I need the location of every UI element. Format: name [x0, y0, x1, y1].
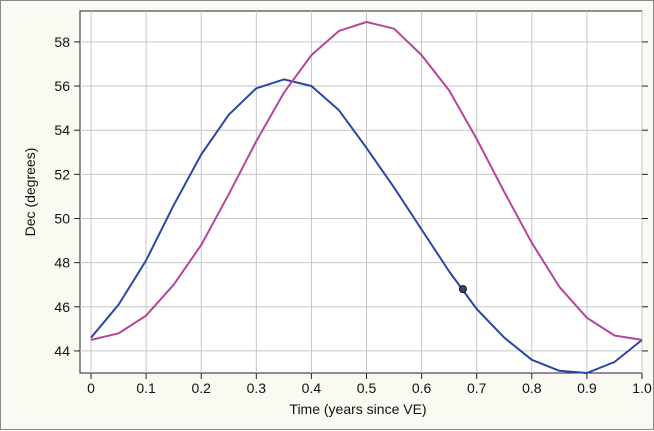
x-tick-label: 0 — [87, 380, 95, 396]
plot-area — [79, 10, 643, 374]
y-tick-label: 56 — [54, 78, 70, 94]
grid — [80, 11, 643, 373]
x-tick-label: 0.7 — [467, 380, 487, 396]
y-tick-label: 50 — [54, 210, 70, 226]
y-tick-label: 54 — [54, 122, 70, 138]
y-axis-title: Dec (degrees) — [22, 148, 38, 237]
current-position-marker — [458, 285, 467, 294]
y-tick-label: 48 — [54, 255, 70, 271]
x-tick-label: 0.6 — [412, 380, 432, 396]
x-tick-label: 0.4 — [302, 380, 322, 396]
series-line-1 — [90, 78, 643, 374]
y-tick-label: 44 — [54, 343, 70, 359]
series-layer — [90, 21, 643, 374]
y-tick-label: 58 — [54, 34, 70, 50]
x-tick-label: 0.2 — [191, 380, 211, 396]
x-tick-label: 1.0 — [632, 380, 652, 396]
tick-labels: 0 0.1 0.2 0.3 0.4 0.5 0.6 0.7 0.8 0.9 1.0 44 46 48 50 5… — [54, 34, 652, 396]
x-tick-label: 0.8 — [522, 380, 542, 396]
y-tick-label: 46 — [54, 299, 70, 315]
y-tick-label: 52 — [54, 166, 70, 182]
series-line-2 — [90, 21, 643, 341]
x-tick-label: 0.9 — [577, 380, 597, 396]
ticks — [74, 41, 648, 379]
x-axis-title: Time (years since VE) — [289, 401, 426, 417]
x-tick-label: 0.3 — [247, 380, 267, 396]
x-tick-label: 0.1 — [136, 380, 156, 396]
x-tick-label: 0.5 — [357, 380, 377, 396]
